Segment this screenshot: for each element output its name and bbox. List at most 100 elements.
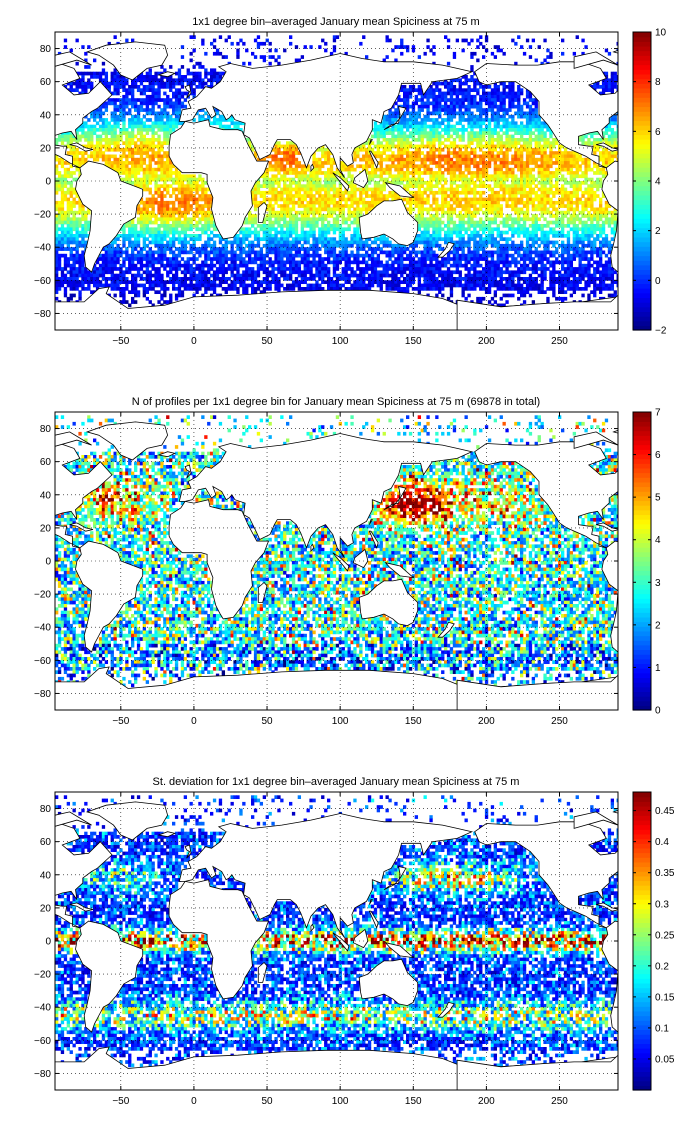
heatmap-cell <box>312 230 316 235</box>
heatmap-cell <box>601 220 606 225</box>
heatmap-cell <box>482 131 486 136</box>
heatmap-cell <box>66 174 71 179</box>
heatmap-cell <box>423 157 427 162</box>
heatmap-cell <box>350 194 354 198</box>
heatmap-cell <box>590 217 594 222</box>
heatmap-cell <box>502 131 506 136</box>
heatmap-cell <box>382 187 386 192</box>
heatmap-cell <box>525 124 530 129</box>
heatmap-cell <box>148 85 152 89</box>
heatmap-cell <box>353 147 357 152</box>
heatmap-cell <box>306 224 310 228</box>
heatmap-cell <box>514 194 518 198</box>
heatmap-cell <box>157 118 161 122</box>
heatmap-cell <box>575 190 579 195</box>
heatmap-cell <box>327 161 331 165</box>
heatmap-cell <box>142 85 147 89</box>
heatmap-cell <box>98 111 103 116</box>
heatmap-cell <box>467 184 471 189</box>
heatmap-cell <box>324 190 328 195</box>
heatmap-cell <box>280 177 284 182</box>
heatmap-cell <box>134 98 138 102</box>
heatmap-cell <box>104 124 109 129</box>
heatmap-cell <box>160 78 164 83</box>
heatmap-cell <box>148 118 152 122</box>
heatmap-cell <box>426 138 430 142</box>
heatmap-cell <box>517 167 521 172</box>
heatmap-cell <box>72 214 76 218</box>
heatmap-cell <box>505 214 509 218</box>
heatmap-cell <box>517 164 521 169</box>
heatmap-cell <box>154 161 158 165</box>
heatmap-cell <box>60 197 65 202</box>
heatmap-cell <box>406 138 410 142</box>
heatmap-cell <box>534 114 538 119</box>
heatmap-cell <box>248 214 252 218</box>
heatmap-cell <box>470 78 474 83</box>
heatmap-cell <box>435 184 439 189</box>
heatmap-cell <box>294 181 299 185</box>
heatmap-cell <box>420 200 424 205</box>
heatmap-cell <box>397 128 401 132</box>
heatmap-cell <box>134 177 138 182</box>
heatmap-cell <box>572 157 577 162</box>
heatmap-cell <box>63 138 68 142</box>
heatmap-cell <box>566 220 571 225</box>
heatmap-cell <box>400 144 404 149</box>
heatmap-cell <box>309 171 313 175</box>
heatmap-cell <box>502 220 506 225</box>
heatmap-cell <box>461 101 465 106</box>
heatmap-cell <box>66 230 71 235</box>
heatmap-cell <box>104 118 109 122</box>
heatmap-cell <box>239 38 243 43</box>
heatmap-cell <box>566 200 571 205</box>
heatmap-cell <box>499 167 503 172</box>
heatmap-cell <box>139 78 144 83</box>
heatmap-cell <box>66 224 71 228</box>
heatmap-cell <box>432 207 436 212</box>
heatmap-cell <box>394 124 398 129</box>
heatmap-cell <box>417 194 422 198</box>
heatmap-cell <box>201 194 205 198</box>
heatmap-cell <box>186 217 190 222</box>
heatmap-cell <box>537 224 541 228</box>
heatmap-cell <box>84 230 88 235</box>
heatmap-cell <box>496 227 500 232</box>
heatmap-cell <box>142 78 147 83</box>
heatmap-cell <box>452 128 457 132</box>
heatmap-cell <box>318 204 322 208</box>
heatmap-cell <box>604 138 609 142</box>
heatmap-cell <box>411 167 416 172</box>
heatmap-cell <box>154 101 158 106</box>
heatmap-cell <box>180 75 185 79</box>
heatmap-cell <box>388 38 392 43</box>
heatmap-cell <box>581 157 585 162</box>
heatmap-cell <box>493 144 498 149</box>
heatmap-cell <box>180 78 185 83</box>
heatmap-cell <box>493 194 498 198</box>
heatmap-cell <box>95 144 100 149</box>
heatmap-cell <box>449 194 454 198</box>
heatmap-cell <box>321 151 325 155</box>
heatmap-cell <box>300 204 305 208</box>
heatmap-cell <box>280 197 284 202</box>
heatmap-cell <box>201 38 205 43</box>
heatmap-cell <box>230 41 234 46</box>
heatmap-cell <box>271 207 275 212</box>
heatmap-cell <box>449 94 454 99</box>
heatmap-cell <box>81 124 85 129</box>
heatmap-cell <box>72 190 76 195</box>
heatmap-cell <box>57 174 62 179</box>
heatmap-cell <box>484 108 489 112</box>
heatmap-cell <box>312 197 316 202</box>
heatmap-cell <box>441 121 445 126</box>
heatmap-cell <box>455 174 460 179</box>
heatmap-cell <box>587 141 591 146</box>
heatmap-cell <box>487 101 492 106</box>
heatmap-cell <box>520 144 524 149</box>
heatmap-cell <box>499 147 503 152</box>
heatmap-cell <box>578 184 582 189</box>
heatmap-cell <box>154 111 158 116</box>
heatmap-cell <box>581 204 585 208</box>
heatmap-cell <box>107 147 111 152</box>
